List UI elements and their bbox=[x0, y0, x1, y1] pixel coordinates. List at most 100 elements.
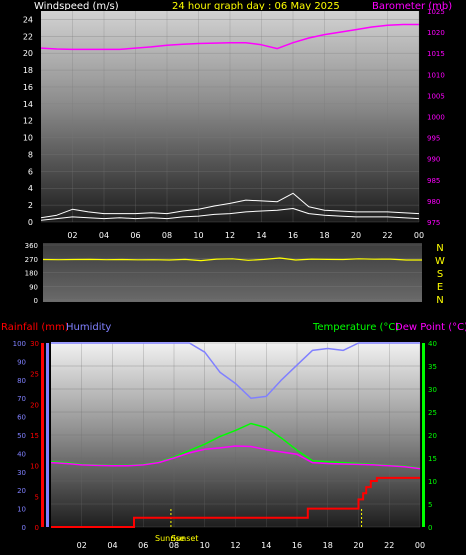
windspeed-line bbox=[40, 208, 420, 221]
temp-axis-tick: 30 bbox=[428, 386, 437, 394]
x-axis-tick: 00 bbox=[414, 231, 424, 240]
wind-axis-tick: 20 bbox=[23, 49, 33, 58]
dewpoint-axis-label: Dew Point (°C) bbox=[395, 322, 466, 333]
humidity-axis-tick: 70 bbox=[17, 395, 26, 403]
baro-axis-tick: 985 bbox=[427, 177, 440, 185]
x-axis-tick: 20 bbox=[353, 541, 363, 550]
baro-axis-tick: 1020 bbox=[427, 29, 445, 37]
temp-axis-tick: 35 bbox=[428, 363, 437, 371]
sunset-label: Sunset bbox=[171, 534, 198, 543]
humidity-line bbox=[51, 342, 420, 399]
dewpoint-line bbox=[50, 445, 421, 470]
humidity-axis-tick: 40 bbox=[17, 450, 26, 458]
baro-axis-tick: 1010 bbox=[427, 71, 445, 79]
humidity-axis-label: Humidity bbox=[66, 322, 111, 333]
x-axis-tick: 18 bbox=[319, 231, 329, 240]
x-axis-tick: 04 bbox=[99, 231, 109, 240]
baro-axis-tick: 995 bbox=[427, 135, 440, 143]
humidity-axis-tick: 10 bbox=[17, 506, 26, 514]
sunrise-label: Sunrise bbox=[155, 534, 185, 543]
wind-axis-tick: 22 bbox=[23, 32, 33, 41]
x-axis-tick: 12 bbox=[230, 541, 240, 550]
wind-axis-tick: 2 bbox=[28, 201, 33, 210]
wind-axis-tick: 14 bbox=[23, 100, 33, 109]
rain-axis-tick: 0 bbox=[35, 524, 39, 532]
temp-axis-tick: 15 bbox=[428, 455, 437, 463]
x-axis-tick: 20 bbox=[351, 231, 361, 240]
baro-axis-label: Barometer (mb) bbox=[372, 1, 452, 12]
rain-axis-label: Rainfall (mm) bbox=[1, 322, 69, 333]
baro-axis-tick: 1025 bbox=[427, 8, 445, 16]
x-axis-tick: 10 bbox=[193, 231, 203, 240]
temp-axis-tick: 25 bbox=[428, 409, 437, 417]
winddir-axis-tick: 360 bbox=[25, 242, 38, 250]
humidity-axis-tick: 30 bbox=[17, 469, 26, 477]
rain-axis-tick: 25 bbox=[30, 371, 39, 379]
baro-axis-tick: 975 bbox=[427, 219, 440, 227]
wind-axis-tick: 18 bbox=[23, 66, 33, 75]
x-axis-tick: 14 bbox=[256, 231, 266, 240]
x-axis-tick: 08 bbox=[162, 231, 172, 240]
temp-axis-tick: 20 bbox=[428, 432, 437, 440]
rain-axis-tick: 15 bbox=[30, 432, 39, 440]
wind-axis-tick: 10 bbox=[23, 134, 33, 143]
rain-axis-tick: 5 bbox=[35, 493, 39, 501]
temp-axis-label: Temperature (°C) bbox=[312, 322, 399, 333]
baro-axis-tick: 990 bbox=[427, 156, 440, 164]
baro-axis-tick: 1000 bbox=[427, 114, 445, 122]
x-axis-tick: 04 bbox=[107, 541, 117, 550]
x-axis-tick: 18 bbox=[323, 541, 333, 550]
compass-label: N bbox=[436, 243, 443, 254]
winddir-line bbox=[42, 257, 422, 262]
x-axis-tick: 08 bbox=[169, 541, 179, 550]
baro-axis-tick: 1005 bbox=[427, 92, 445, 100]
rain-axis-bar bbox=[41, 343, 44, 527]
x-axis-tick: 22 bbox=[382, 231, 392, 240]
humidity-axis-tick: 100 bbox=[13, 340, 26, 348]
rain-axis-tick: 30 bbox=[30, 340, 39, 348]
x-axis-tick: 12 bbox=[225, 231, 235, 240]
temp-axis-tick: 0 bbox=[428, 524, 432, 532]
winddir-axis-tick: 0 bbox=[34, 297, 38, 305]
rainfall-line bbox=[51, 476, 420, 528]
barometer-line bbox=[40, 23, 419, 51]
wind-axis-tick: 6 bbox=[28, 167, 33, 176]
humidity-axis-tick: 90 bbox=[17, 358, 26, 366]
x-axis-tick: 16 bbox=[292, 541, 302, 550]
wind-axis-tick: 24 bbox=[23, 15, 33, 24]
x-axis-tick: 22 bbox=[384, 541, 394, 550]
x-axis-tick: 16 bbox=[288, 231, 298, 240]
compass-label: W bbox=[435, 256, 445, 267]
rain-axis-tick: 20 bbox=[30, 401, 39, 409]
x-axis-tick: 02 bbox=[67, 231, 77, 240]
wind-axis-tick: 16 bbox=[23, 83, 33, 92]
wind-axis-tick: 0 bbox=[28, 218, 33, 227]
wind-gust-line bbox=[40, 192, 420, 219]
compass-label: S bbox=[437, 269, 443, 280]
temp-axis-tick: 40 bbox=[428, 340, 437, 348]
x-axis-tick: 14 bbox=[261, 541, 271, 550]
wind-axis-tick: 12 bbox=[23, 117, 33, 126]
x-axis-tick: 10 bbox=[200, 541, 210, 550]
winddir-axis-tick: 90 bbox=[29, 283, 38, 291]
baro-axis-tick: 980 bbox=[427, 198, 440, 206]
humidity-axis-tick: 0 bbox=[22, 524, 26, 532]
temp-axis-tick: 10 bbox=[428, 478, 437, 486]
temp-axis-bar bbox=[422, 343, 425, 527]
wind-axis-tick: 4 bbox=[28, 184, 33, 193]
x-axis-tick: 06 bbox=[130, 231, 140, 240]
compass-label: E bbox=[437, 282, 443, 293]
x-axis-tick: 02 bbox=[77, 541, 87, 550]
wind-axis-label: Windspeed (m/s) bbox=[34, 1, 119, 12]
winddir-axis-tick: 270 bbox=[25, 256, 38, 264]
x-axis-tick: 06 bbox=[138, 541, 148, 550]
temp-axis-tick: 5 bbox=[428, 501, 432, 509]
x-axis-tick: 00 bbox=[415, 541, 425, 550]
humidity-axis-bar bbox=[46, 343, 49, 527]
humidity-axis-tick: 20 bbox=[17, 487, 26, 495]
graph-title: 24 hour graph day : 06 May 2025 bbox=[172, 1, 340, 12]
wind-axis-tick: 8 bbox=[28, 150, 33, 159]
humidity-axis-tick: 80 bbox=[17, 377, 26, 385]
humidity-axis-tick: 50 bbox=[17, 432, 26, 440]
